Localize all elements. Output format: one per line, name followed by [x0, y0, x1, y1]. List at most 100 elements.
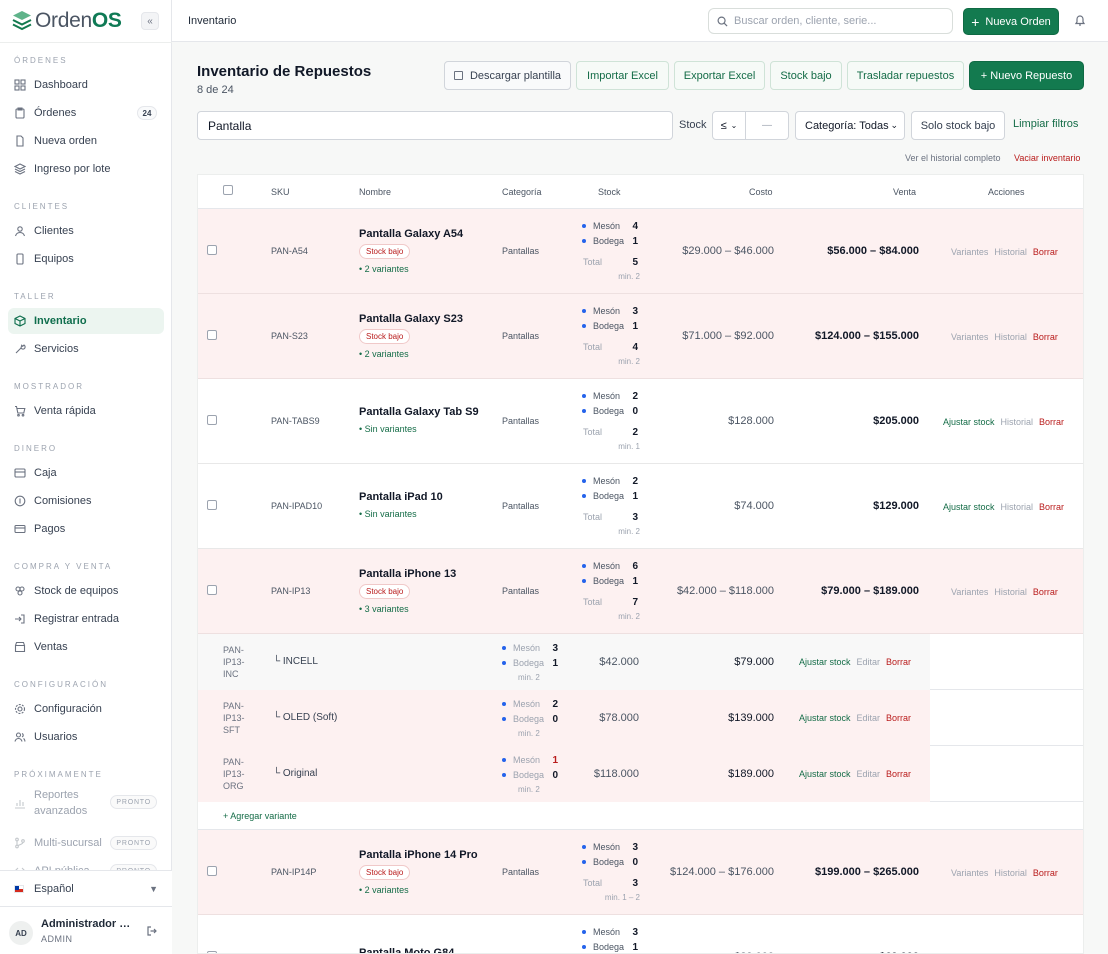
row-checkbox[interactable]: [207, 500, 217, 510]
variants-toggle[interactable]: • Sin variantes: [359, 509, 417, 519]
sidebar-item-stock-de-equipos[interactable]: Stock de equipos: [8, 578, 164, 604]
clear-filters-link[interactable]: Limpiar filtros: [1013, 118, 1079, 130]
sidebar-item-clientes[interactable]: Clientes: [8, 218, 164, 244]
variant-row[interactable]: PAN-IP13-SFT └ OLED (Soft) Mesón 2 Bodega 0 mi…: [198, 690, 1083, 746]
adjust-stock-link[interactable]: Ajustar stock: [799, 713, 851, 723]
variants-link[interactable]: Variantes: [951, 332, 989, 342]
table-row[interactable]: PAN-IP14P Pantalla iPhone 14 Pro Stock baj…: [198, 830, 1083, 915]
delete-link[interactable]: Borrar: [886, 657, 912, 667]
part-name[interactable]: Pantalla Galaxy Tab S9: [359, 406, 479, 418]
transfer-parts-button[interactable]: Trasladar repuestos: [847, 61, 964, 90]
variant-row[interactable]: PAN-IP13-INC └ INCELL Mesón 3 Bodega 1 min. 2 $…: [198, 634, 1083, 690]
sidebar-item-comisiones[interactable]: Comisiones: [8, 488, 164, 514]
category-select[interactable]: Categoría: Todas ⌄: [795, 111, 905, 140]
sidebar-item-configuración[interactable]: Configuración: [8, 696, 164, 722]
adjust-stock-link[interactable]: Ajustar stock: [943, 502, 995, 512]
row-checkbox[interactable]: [207, 951, 217, 953]
variants-toggle[interactable]: • Sin variantes: [359, 424, 417, 434]
adjust-stock-link[interactable]: Ajustar stock: [799, 657, 851, 667]
delete-link[interactable]: Borrar: [1039, 502, 1065, 512]
table-row[interactable]: PAN-IPAD10 Pantalla iPad 10 • Sin variante…: [198, 464, 1083, 549]
adjust-stock-link[interactable]: Ajustar stock: [943, 417, 995, 427]
sidebar-item-equipos[interactable]: Equipos: [8, 246, 164, 272]
avatar[interactable]: AD: [9, 921, 33, 945]
history-link[interactable]: Historial: [1000, 417, 1034, 427]
logout-icon[interactable]: [146, 925, 158, 937]
edit-link[interactable]: Editar: [856, 769, 881, 779]
row-checkbox[interactable]: [207, 585, 217, 595]
row-checkbox[interactable]: [207, 866, 217, 876]
add-variant-link[interactable]: + Agregar variante: [223, 811, 297, 821]
edit-link[interactable]: Editar: [856, 713, 881, 723]
history-link[interactable]: Historial: [994, 247, 1027, 257]
table-row[interactable]: PAN-A54 Pantalla Galaxy A54 Stock bajo • 2 …: [198, 209, 1083, 294]
part-name[interactable]: Pantalla iPad 10: [359, 491, 443, 503]
export-excel-button[interactable]: Exportar Excel: [674, 61, 765, 90]
new-order-button[interactable]: + Nueva Orden: [963, 8, 1059, 35]
variants-toggle[interactable]: • 2 variantes: [359, 885, 409, 895]
sidebar-item-multi-sucursal[interactable]: Multi-sucursal PRONTO: [8, 830, 164, 856]
delete-link[interactable]: Borrar: [1032, 332, 1058, 342]
table-row[interactable]: PAN-TABS9 Pantalla Galaxy Tab S9 • Sin var…: [198, 379, 1083, 464]
empty-inventory-link[interactable]: Vaciar inventario: [1014, 153, 1081, 163]
delete-link[interactable]: Borrar: [1032, 587, 1058, 597]
sidebar-item-reportes-avanzados[interactable]: Reportes avanzados PRONTO: [8, 786, 164, 820]
low-stock-button[interactable]: Stock bajo: [770, 61, 842, 90]
delete-link[interactable]: Borrar: [1032, 868, 1058, 878]
row-checkbox[interactable]: [207, 245, 217, 255]
part-name[interactable]: Pantalla Galaxy A54: [359, 228, 464, 240]
variants-toggle[interactable]: • 2 variantes: [359, 264, 409, 274]
collapse-sidebar-button[interactable]: «: [141, 12, 159, 30]
variants-toggle[interactable]: • 3 variantes: [359, 604, 409, 614]
variants-toggle[interactable]: • 2 variantes: [359, 349, 409, 359]
sidebar-item-usuarios[interactable]: Usuarios: [8, 724, 164, 750]
bell-icon[interactable]: [1074, 14, 1086, 27]
variant-row[interactable]: PAN-IP13-ORG └ Original Mesón 1 Bodega 0 min. …: [198, 746, 1083, 802]
new-part-button[interactable]: + Nuevo Repuesto: [969, 61, 1084, 90]
stock-value-input[interactable]: —: [745, 111, 789, 140]
row-checkbox[interactable]: [207, 415, 217, 425]
history-link[interactable]: Historial: [994, 587, 1027, 597]
search-input[interactable]: [734, 15, 934, 27]
sidebar-item-inventario[interactable]: Inventario: [8, 308, 164, 334]
delete-link[interactable]: Borrar: [1039, 417, 1065, 427]
global-search[interactable]: [708, 8, 953, 34]
language-selector[interactable]: Español ▼: [0, 870, 172, 906]
edit-link[interactable]: Editar: [856, 657, 881, 667]
stock-operator-select[interactable]: ≤ ⌄: [712, 111, 746, 140]
sidebar-item-pagos[interactable]: Pagos: [8, 516, 164, 542]
select-all-checkbox[interactable]: [223, 185, 233, 195]
sidebar-item-registrar-entrada[interactable]: Registrar entrada: [8, 606, 164, 632]
sidebar-item-api-pública[interactable]: API públicaPRONTO: [8, 858, 164, 870]
only-low-stock-button[interactable]: Solo stock bajo: [911, 111, 1005, 140]
variants-link[interactable]: Variantes: [951, 587, 989, 597]
sidebar-item-servicios[interactable]: Servicios: [8, 336, 164, 362]
import-excel-button[interactable]: Importar Excel: [576, 61, 669, 90]
variants-link[interactable]: Variantes: [951, 868, 989, 878]
sidebar-item-dashboard[interactable]: Dashboard: [8, 72, 164, 98]
history-link[interactable]: Historial: [994, 868, 1027, 878]
download-template-button[interactable]: Descargar plantilla: [444, 61, 571, 90]
part-name[interactable]: Pantalla Galaxy S23: [359, 313, 463, 325]
table-row[interactable]: PAN-S23 Pantalla Galaxy S23 Stock bajo • 2 …: [198, 294, 1083, 379]
delete-link[interactable]: Borrar: [1032, 247, 1058, 257]
sidebar-item-caja[interactable]: Caja: [8, 460, 164, 486]
part-name[interactable]: Pantalla Moto G84: [359, 947, 455, 954]
part-search-input[interactable]: Pantalla: [197, 111, 673, 140]
part-name[interactable]: Pantalla iPhone 14 Pro: [359, 849, 478, 861]
sidebar-item-ingreso-por-lote[interactable]: Ingreso por lote: [8, 156, 164, 182]
sidebar-item-órdenes[interactable]: Órdenes 24: [8, 100, 164, 126]
row-checkbox[interactable]: [207, 330, 217, 340]
delete-link[interactable]: Borrar: [886, 769, 912, 779]
part-name[interactable]: Pantalla iPhone 13: [359, 568, 457, 580]
sidebar-item-venta-rápida[interactable]: Venta rápida: [8, 398, 164, 424]
sidebar-item-ventas[interactable]: Ventas: [8, 634, 164, 660]
delete-link[interactable]: Borrar: [886, 713, 912, 723]
brand-logo[interactable]: OrdenOS: [12, 9, 122, 33]
table-row[interactable]: PAN-MOG8 Pantalla Moto G84 Pantallas Mesón 3…: [198, 915, 1083, 954]
history-link[interactable]: Historial: [994, 332, 1027, 342]
table-row[interactable]: PAN-IP13 Pantalla iPhone 13 Stock bajo • 3 …: [198, 549, 1083, 634]
variants-link[interactable]: Variantes: [951, 247, 989, 257]
full-history-link[interactable]: Ver el historial completo: [905, 153, 1001, 163]
adjust-stock-link[interactable]: Ajustar stock: [799, 769, 851, 779]
